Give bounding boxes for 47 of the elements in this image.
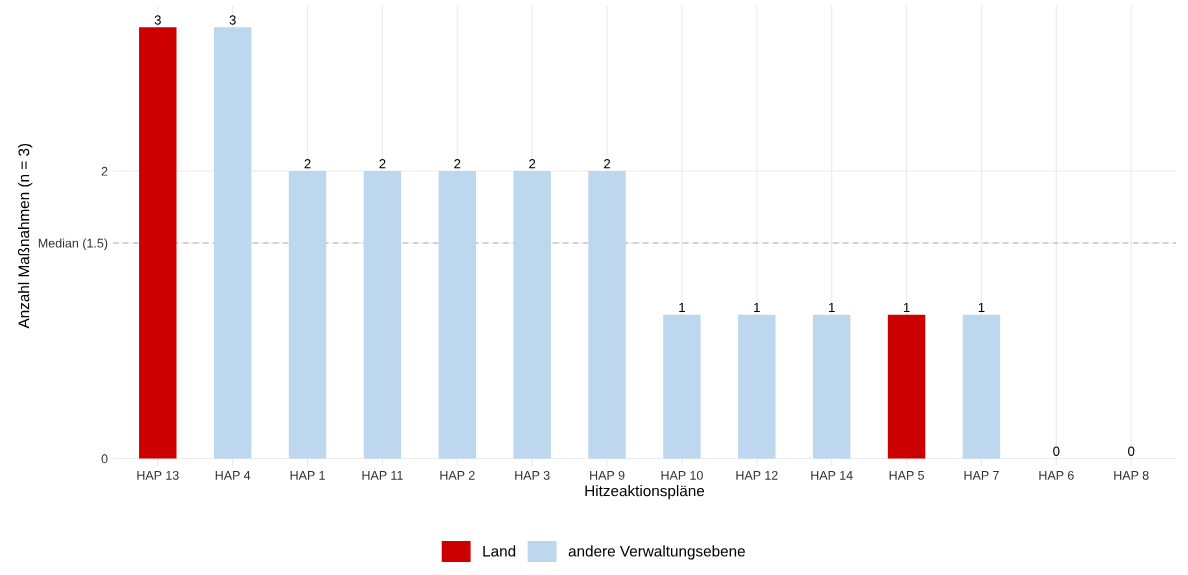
data-label: 1 xyxy=(679,303,685,313)
x-tick-label: HAP 8 xyxy=(1114,470,1149,480)
x-tick-label: HAP 7 xyxy=(964,471,999,480)
bar xyxy=(288,171,327,459)
x-tick-label: HAP 10 xyxy=(661,470,703,480)
x-axis-title: Hitzeaktionspläne xyxy=(585,485,705,500)
x-tick-label: HAP 1 xyxy=(290,471,325,480)
y-tick-label: Median (1.5) xyxy=(38,238,108,251)
legend-label: Land xyxy=(483,545,516,557)
bar xyxy=(139,27,177,459)
data-label: 1 xyxy=(829,303,835,313)
data-label: 2 xyxy=(454,159,461,169)
data-label: 1 xyxy=(754,303,760,313)
x-tick-label: HAP 6 xyxy=(1039,470,1074,480)
data-label: 2 xyxy=(529,159,536,169)
x-tick-label: HAP 4 xyxy=(215,471,251,480)
y-tick-label: 2 xyxy=(101,166,108,176)
y-tick-label: 0 xyxy=(101,454,108,464)
data-label: 2 xyxy=(379,159,386,169)
data-label: 2 xyxy=(304,159,311,169)
x-tick-label: HAP 2 xyxy=(440,470,475,480)
bar xyxy=(513,171,551,459)
bar xyxy=(887,314,926,459)
x-tick-label: HAP 3 xyxy=(515,470,550,480)
data-label: 3 xyxy=(229,15,236,25)
bar xyxy=(812,314,851,459)
x-tick-label: HAP 9 xyxy=(590,470,625,480)
x-tick-label: HAP 11 xyxy=(362,471,403,480)
bar xyxy=(588,171,626,459)
bar xyxy=(363,171,402,459)
x-tick-label: HAP 14 xyxy=(811,471,853,480)
data-label: 0 xyxy=(1128,446,1135,456)
x-tick-label: HAP 5 xyxy=(889,471,924,480)
x-tick-label: HAP 13 xyxy=(137,470,179,480)
bar xyxy=(962,314,1001,459)
data-label: 3 xyxy=(154,15,161,25)
data-label: 2 xyxy=(604,159,611,169)
bar xyxy=(738,314,776,459)
data-label: 1 xyxy=(903,303,910,313)
y-axis-title: Anzahl Maßnahmen (n = 3) xyxy=(18,143,33,329)
bar xyxy=(213,27,252,459)
bar xyxy=(438,171,477,459)
bar xyxy=(663,314,701,459)
x-tick-label: HAP 12 xyxy=(736,470,778,480)
legend-label: andere Verwaltungsebene xyxy=(568,545,745,560)
data-label: 0 xyxy=(1053,446,1060,456)
data-label: 1 xyxy=(978,303,985,313)
